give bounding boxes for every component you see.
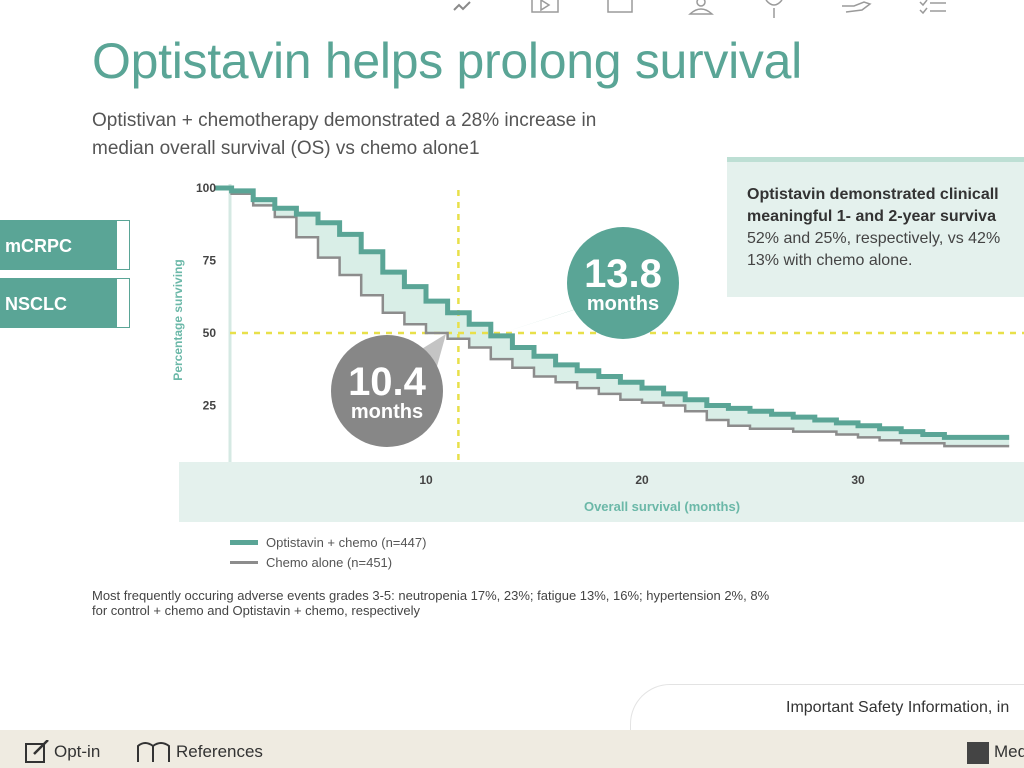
callout-line-4: 13% with chemo alone. — [747, 252, 913, 269]
person-icon[interactable] — [686, 0, 716, 16]
references-label: References — [176, 742, 263, 761]
x-axis-band — [179, 462, 1024, 522]
optistavin-badge-value: 13.8 — [584, 252, 662, 296]
isi-panel[interactable]: Important Safety Information, in — [630, 684, 1024, 745]
y-tick-label-50: 50 — [203, 326, 217, 340]
chemo-badge-value: 10.4 — [348, 360, 427, 404]
med-button[interactable]: Med — [966, 740, 1024, 764]
checklist-icon[interactable] — [918, 0, 948, 16]
chart-legend: Optistavin + chemo (n=447) Chemo alone (… — [230, 532, 426, 572]
references-button[interactable]: References — [136, 740, 263, 764]
y-tick-label-100: 100 — [196, 181, 216, 195]
flower-icon[interactable] — [762, 0, 786, 18]
callout-line-2: meaningful 1- and 2-year surviva — [747, 208, 996, 225]
optistavin-badge-unit: months — [587, 293, 659, 315]
tab-mcrpc-label: mCRPC — [5, 236, 73, 256]
chemo-badge — [331, 335, 443, 447]
survival-gap-fill — [214, 188, 1010, 447]
x-tick-label-30: 30 — [851, 473, 865, 487]
edit-icon — [25, 740, 49, 763]
tab-nsclc-label: NSCLC — [5, 294, 67, 314]
legend-item-chemo: Chemo alone (n=451) — [230, 552, 426, 572]
subtitle-line-2: median overall survival (OS) vs chemo al… — [92, 138, 480, 159]
hand-icon[interactable] — [840, 0, 872, 14]
survival-chart: 100 75 50 25 10 20 30 Percentage surviving Ov… — [171, 181, 1024, 522]
opt-in-label: Opt-in — [54, 742, 101, 761]
x-axis-label: Overall survival (months) — [584, 499, 740, 514]
series-line-optistavin — [214, 185, 1010, 440]
adverse-events-footnote: Most frequently occuring adverse events … — [92, 588, 892, 618]
isi-text: Important Safety Information, in — [786, 699, 1010, 716]
legend-swatch-chemo — [230, 560, 258, 564]
bottom-bar: Opt-in References Med — [0, 730, 1024, 768]
page-title: Optistavin helps prolong survival — [92, 33, 802, 89]
chemo-badge-unit: months — [351, 401, 423, 423]
opt-in-button[interactable]: Opt-in — [24, 740, 100, 764]
page-subtitle: Optistivan + chemotherapy demonstrated a… — [92, 107, 652, 163]
y-tick-label-25: 25 — [203, 399, 217, 413]
footnote-line-2: for control + chemo and Optistavin + che… — [92, 603, 421, 618]
x-tick-label-10: 10 — [419, 473, 433, 487]
callout-box: Optistavin demonstrated clinicall meanin… — [727, 157, 1024, 297]
y-tick-label-75: 75 — [203, 254, 217, 268]
optistavin-badge — [567, 227, 679, 339]
callout-line-3: 52% and 25%, respectively, vs 42% — [747, 230, 1001, 247]
book-icon — [137, 742, 170, 762]
subtitle-line-1: Optistivan + chemotherapy demonstrated a… — [92, 110, 597, 131]
tab-mcrpc[interactable]: mCRPC — [0, 220, 130, 270]
document-icon — [967, 742, 989, 764]
legend-label-chemo: Chemo alone (n=451) — [266, 554, 393, 570]
tab-nsclc[interactable]: NSCLC — [0, 278, 130, 328]
chart-line-icon[interactable] — [452, 0, 474, 14]
x-tick-label-20: 20 — [635, 473, 649, 487]
med-label: Med — [994, 742, 1024, 761]
play-icon[interactable] — [530, 0, 560, 14]
legend-item-optistavin: Optistavin + chemo (n=447) — [230, 532, 426, 552]
series-line-chemo — [214, 186, 1010, 448]
legend-label-optistavin: Optistavin + chemo (n=447) — [266, 534, 427, 550]
square-icon[interactable] — [606, 0, 634, 14]
y-axis-label: Percentage surviving — [171, 259, 185, 380]
legend-swatch-optistavin — [230, 539, 258, 545]
top-toolbar — [440, 0, 1000, 20]
chemo-badge-pointer — [420, 334, 446, 370]
footnote-line-1: Most frequently occuring adverse events … — [92, 588, 770, 603]
callout-line-1: Optistavin demonstrated clinicall — [747, 186, 999, 203]
